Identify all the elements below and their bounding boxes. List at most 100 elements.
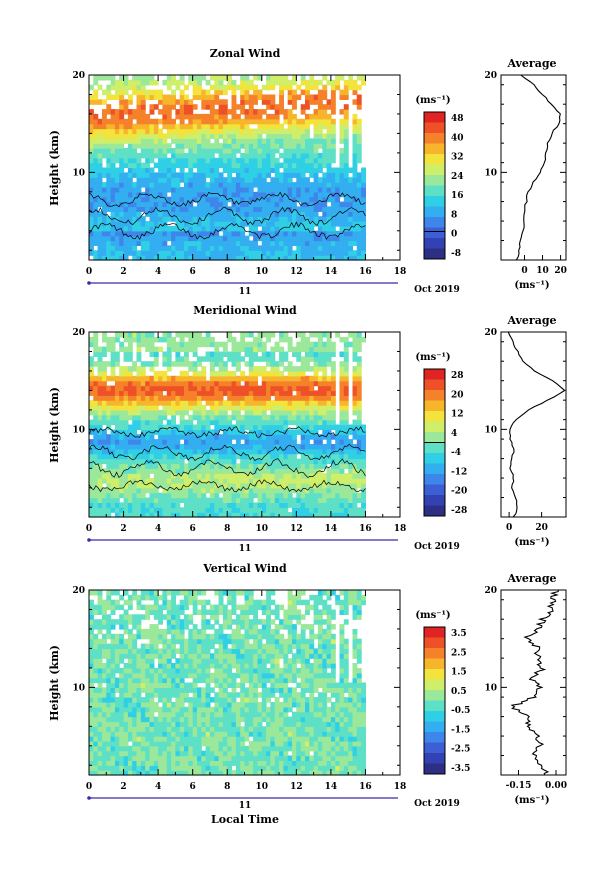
colorbar-swatch [424,143,445,155]
heatmap-cell [106,750,112,757]
heatmap-cell [197,162,202,169]
heatmap-cell [106,507,112,513]
heatmap-cell [145,487,151,494]
heatmap-cell [214,240,220,246]
heatmap-cell [270,216,276,222]
heatmap-cell [266,478,271,484]
heatmap-cell [218,361,224,367]
heatmap-cell [309,492,315,499]
heatmap-cell [184,409,189,416]
heatmap-cell [136,118,142,125]
heatmap-cell [171,187,176,193]
heatmap-cell [257,138,263,144]
heatmap-cell [317,336,323,343]
heatmap-cell [309,75,315,81]
heatmap-cell [266,123,271,130]
heatmap-cell [322,196,328,203]
heatmap-cell [166,143,172,149]
heatmap-cell [132,152,138,159]
heatmap-cell [305,157,310,164]
heatmap-cell [339,250,345,256]
heatmap-cell [102,721,107,727]
heatmap-cell [279,482,284,489]
heatmap-cell [119,118,125,125]
heatmap-cell [352,221,358,227]
heatmap-cell [192,429,198,435]
heatmap-cell [205,473,211,479]
heatmap-cell [188,448,194,455]
heatmap-cell [279,221,284,227]
heatmap-cell [175,390,181,396]
heatmap-cell [93,75,99,81]
heatmap-cell [231,104,237,110]
heatmap-cell [266,507,271,513]
heatmap-cell [158,380,163,387]
heatmap-cell [352,162,358,169]
heatmap-cell [123,157,129,164]
heatmap-cell [123,235,129,242]
meridional-zero-contours [88,426,366,493]
heatmap-cell [244,390,250,396]
heatmap-cell [89,692,94,698]
heatmap-cell [343,424,349,430]
heatmap-cell [305,245,310,251]
heatmap-cell [356,177,362,183]
x-tick-label: 2 [120,267,126,277]
heatmap-cell [283,162,289,169]
heatmap-cell [97,375,103,382]
heatmap-cell [136,341,142,348]
heatmap-cell [197,235,202,242]
heatmap-cell [305,336,310,343]
heatmap-cell [184,133,189,139]
heatmap-cell [248,109,254,115]
heatmap-cell [296,167,302,173]
heatmap-cell [283,230,289,237]
heatmap-cell [93,346,99,353]
heatmap-cell [244,375,250,382]
colorbar-tick-label: 40 [451,133,464,143]
heatmap-cell [222,429,228,435]
heatmap-cell [114,507,120,513]
heatmap-cell [235,118,241,125]
heatmap-cell [205,439,211,445]
heatmap-cell [119,682,125,688]
heatmap-cell [292,482,297,489]
heatmap-cell [274,230,280,237]
heatmap-cell [188,104,194,110]
heatmap-cell [171,167,176,173]
heatmap-cell [205,143,211,149]
heatmap-cell [140,240,146,246]
heatmap-cell [149,385,155,392]
heatmap-cell [253,482,258,489]
heatmap-cell [201,439,207,445]
heatmap-cell [244,75,250,81]
heatmap-cell [97,648,103,654]
heatmap-cell [205,351,211,357]
heatmap-cell [266,395,271,401]
heatmap-cell [209,497,215,503]
heatmap-cell [119,487,125,494]
heatmap-cell [140,736,146,742]
heatmap-cell [123,444,129,450]
heatmap-cell [305,162,310,169]
heatmap-cell [106,648,112,654]
heatmap-cell [140,512,146,518]
heatmap-cell [102,172,107,178]
heatmap-cell [114,677,120,684]
heatmap-cell [343,109,349,115]
heatmap-cell [261,172,267,178]
heatmap-cell [274,492,280,499]
heatmap-cell [140,765,146,771]
heatmap-cell [171,400,176,406]
heatmap-cell [274,138,280,144]
heatmap-cell [89,405,94,411]
colorbar-swatch [424,154,445,165]
heatmap-cell [231,245,237,251]
heatmap-cell [279,351,284,357]
heatmap-cell [97,765,103,771]
meridional-heatmap [89,332,366,518]
heatmap-cell [110,633,116,640]
heatmap-cell [192,172,198,178]
heatmap-cell [102,507,107,513]
heatmap-cell [218,463,224,469]
